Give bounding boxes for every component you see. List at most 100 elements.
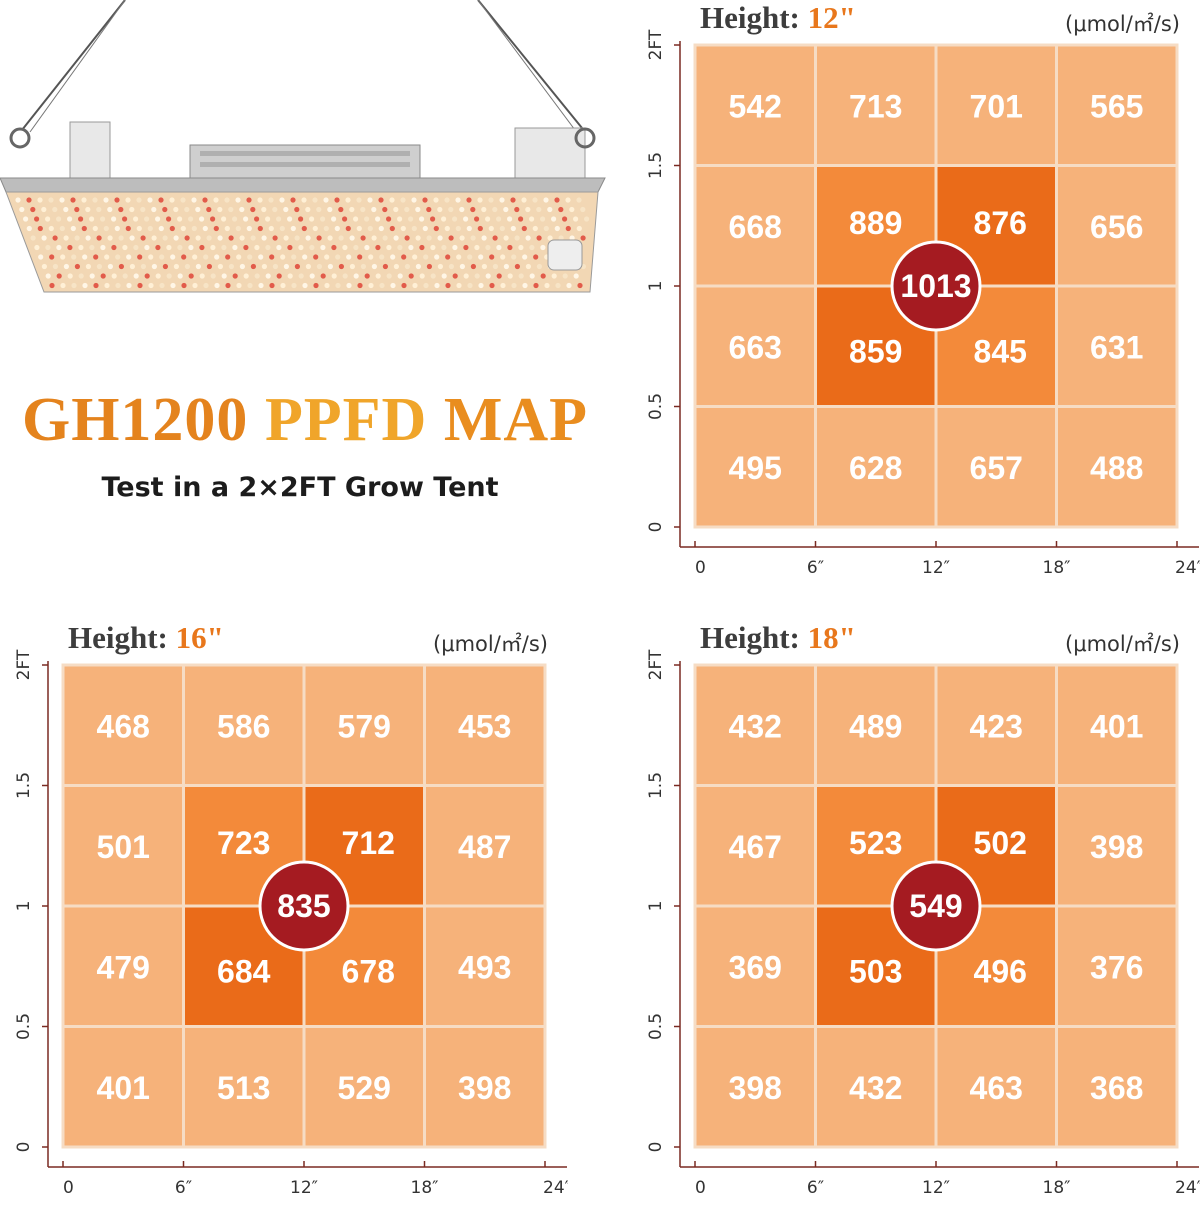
led-dot bbox=[184, 263, 190, 270]
cell-value: 487 bbox=[458, 829, 511, 865]
x-tick-label: 0 bbox=[695, 558, 706, 578]
led-dot bbox=[346, 282, 352, 289]
led-dot bbox=[331, 244, 337, 251]
led-dot bbox=[382, 206, 388, 213]
led-dot bbox=[459, 206, 465, 213]
led-dot bbox=[63, 263, 69, 270]
panel-title-value: 18" bbox=[807, 620, 856, 655]
led-dot bbox=[136, 197, 142, 203]
led-dot bbox=[507, 216, 513, 222]
led-dot bbox=[397, 273, 403, 279]
led-dot bbox=[386, 244, 392, 251]
led-dot bbox=[500, 254, 506, 260]
led-dot bbox=[455, 225, 461, 232]
x-tick-label: 6″ bbox=[807, 558, 824, 578]
led-dot bbox=[367, 197, 373, 203]
led-dot bbox=[104, 254, 110, 260]
led-dot bbox=[203, 282, 209, 289]
led-dot bbox=[577, 282, 583, 289]
cell-value: 432 bbox=[729, 708, 782, 744]
led-dot bbox=[401, 282, 407, 289]
led-dot bbox=[122, 244, 128, 251]
led-dot bbox=[140, 235, 146, 241]
y-tick-label: 2FT bbox=[646, 29, 666, 60]
led-dot bbox=[100, 273, 106, 279]
led-dot bbox=[466, 225, 472, 232]
led-dot bbox=[327, 235, 333, 241]
heatmap-cell bbox=[693, 663, 817, 787]
led-dot bbox=[276, 244, 282, 251]
led-dot bbox=[199, 273, 205, 279]
led-dot bbox=[192, 254, 198, 260]
led-dot bbox=[393, 235, 399, 241]
led-dot bbox=[316, 235, 322, 241]
led-dot bbox=[496, 273, 502, 279]
led-dot bbox=[312, 197, 318, 203]
led-dot bbox=[305, 263, 311, 270]
led-dot bbox=[60, 282, 66, 289]
led-dot bbox=[562, 273, 568, 279]
led-dot bbox=[518, 216, 524, 222]
led-dot bbox=[378, 225, 384, 232]
led-dot bbox=[203, 254, 209, 260]
led-dot bbox=[221, 216, 227, 222]
led-dot bbox=[302, 282, 308, 289]
heatmap-cell bbox=[182, 1025, 306, 1149]
center-marker bbox=[890, 240, 982, 332]
led-dot bbox=[397, 216, 403, 222]
led-dot bbox=[276, 216, 282, 222]
led-dot bbox=[401, 254, 407, 260]
led-dot bbox=[93, 282, 99, 289]
led-dot bbox=[375, 273, 381, 279]
led-dot bbox=[360, 206, 366, 213]
led-dot bbox=[309, 244, 315, 251]
led-dot bbox=[250, 206, 256, 213]
led-dot bbox=[144, 244, 150, 251]
led-dot bbox=[423, 254, 429, 260]
led-dot bbox=[41, 263, 48, 270]
led-dot bbox=[158, 225, 164, 232]
led-dot bbox=[525, 263, 532, 270]
led-dot bbox=[382, 235, 388, 241]
y-tick-label: 0 bbox=[646, 1142, 666, 1153]
led-dot bbox=[301, 225, 307, 232]
led-dot bbox=[478, 282, 484, 289]
heatmap-cell bbox=[814, 405, 938, 529]
led-dot bbox=[368, 254, 374, 260]
led-dot bbox=[151, 206, 157, 213]
led-dot bbox=[533, 282, 539, 289]
led-dot bbox=[470, 235, 476, 241]
led-dot bbox=[89, 216, 95, 222]
led-dot bbox=[38, 254, 44, 260]
led-dot bbox=[199, 216, 205, 222]
led-dot bbox=[400, 225, 406, 232]
cell-value: 678 bbox=[342, 953, 395, 989]
x-tick-label: 12″ bbox=[922, 558, 950, 578]
cell-value: 876 bbox=[974, 205, 1027, 241]
led-dot bbox=[169, 197, 175, 203]
cell-value: 529 bbox=[338, 1070, 391, 1106]
led-dot bbox=[408, 244, 414, 251]
led-dot bbox=[444, 197, 450, 203]
led-dot bbox=[129, 235, 135, 241]
led-dot bbox=[411, 197, 417, 203]
led-dot bbox=[41, 235, 47, 241]
led-dot bbox=[452, 216, 458, 222]
cell-value: 432 bbox=[849, 1070, 902, 1106]
led-dot bbox=[485, 244, 491, 251]
led-dot bbox=[448, 263, 454, 270]
led-dot bbox=[236, 282, 242, 289]
led-dot bbox=[298, 244, 304, 251]
led-dot bbox=[148, 254, 154, 260]
led-dot bbox=[397, 244, 403, 251]
led-dot bbox=[393, 263, 399, 270]
led-dot bbox=[280, 254, 286, 260]
led-dot bbox=[492, 206, 498, 213]
led-dot bbox=[375, 216, 381, 222]
led-dot bbox=[543, 225, 549, 232]
led-dot bbox=[280, 282, 286, 289]
led-dot bbox=[144, 273, 150, 279]
led-dot bbox=[554, 225, 560, 232]
led-dot bbox=[445, 254, 451, 260]
led-dot bbox=[52, 235, 58, 241]
